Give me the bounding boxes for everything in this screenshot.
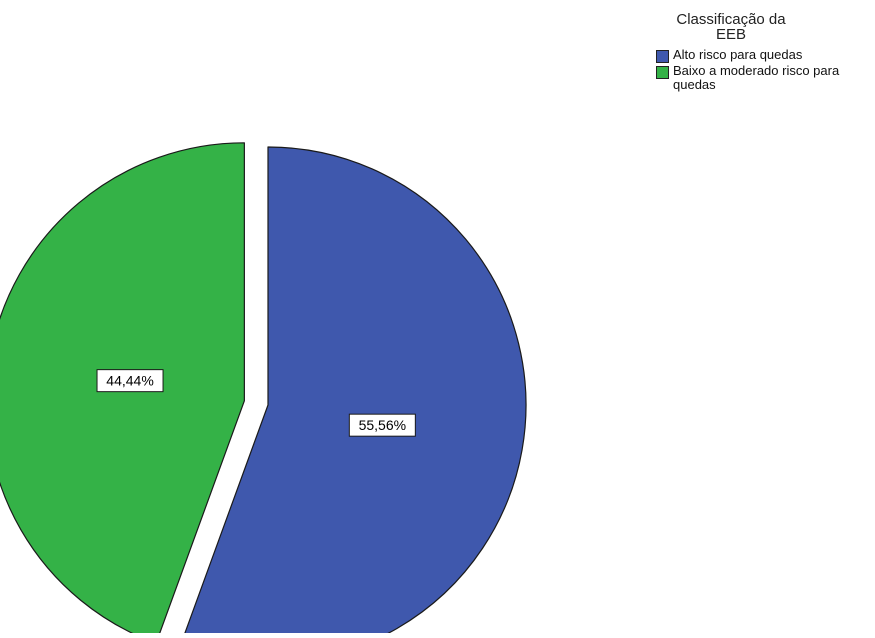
legend-swatch-alto-risco [656, 50, 669, 63]
pie-slice-alto-risco [182, 146, 527, 638]
pie-value-labels: 55,56% 44,44% [96, 369, 416, 437]
legend: Classificação da EEB Alto risco para que… [656, 12, 871, 93]
pie-slices [0, 142, 527, 638]
pie-value-box-baixo-moderado-risco [96, 369, 164, 393]
pie-value-label-alto-risco: 55,56% [348, 413, 416, 437]
pie-value-text-alto-risco: 55,56% [359, 417, 406, 433]
legend-label-alto-risco: Alto risco para quedas [673, 47, 803, 62]
legend-title-line-1: Classificação da [676, 11, 786, 28]
legend-swatch-baixo-moderado-risco [656, 66, 669, 79]
legend-label-baixo-moderado-risco: Baixo a moderado risco para quedas [673, 63, 840, 92]
legend-title: Classificação da EEB [656, 12, 806, 42]
legend-item-baixo-moderado-risco: Baixo a moderado risco para quedas [656, 64, 871, 92]
pie-value-text-baixo-moderado-risco: 44,44% [106, 373, 153, 389]
pie-value-box-alto-risco [348, 413, 416, 437]
pie-value-label-baixo-moderado-risco: 44,44% [96, 369, 164, 393]
legend-items: Alto risco para quedas Baixo a moderado … [656, 48, 871, 92]
legend-title-line-2: EEB [715, 26, 746, 43]
legend-item-alto-risco: Alto risco para quedas [656, 48, 871, 63]
